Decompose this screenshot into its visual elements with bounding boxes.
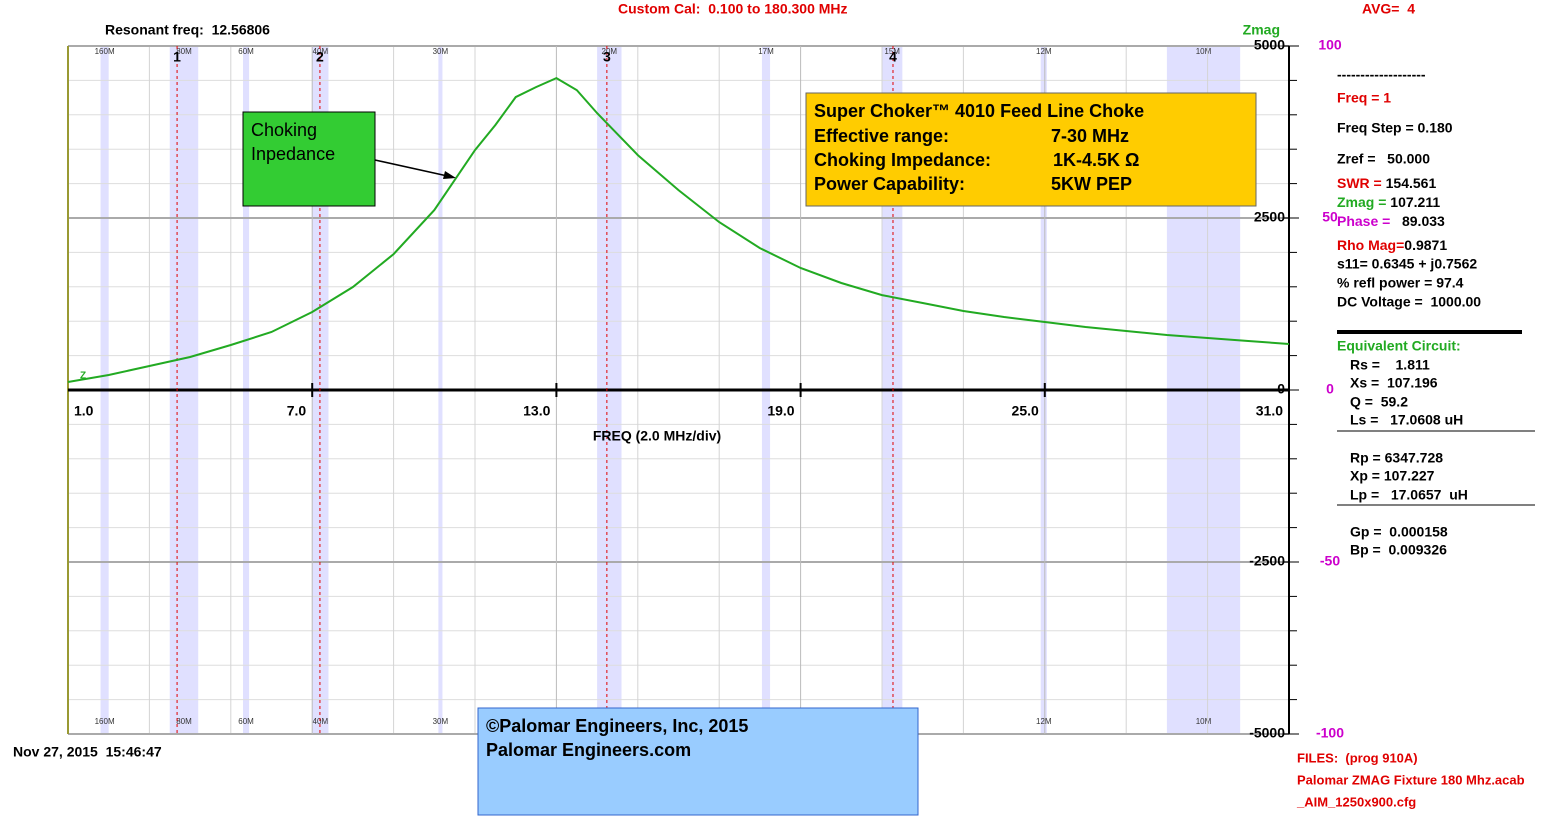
x-axis-label: FREQ (2.0 MHz/div) [593,428,721,444]
readout-line: Xs = 107.196 [1350,375,1438,391]
copyright: ©Palomar Engineers, Inc, 2015 [486,716,748,736]
annotation-arrow [374,159,453,178]
averaging: AVG= 4 [1362,1,1415,17]
readout-label: SWR = [1337,175,1386,191]
info-label: Effective range: [814,126,949,146]
band-label: 15M [884,47,900,56]
readout-line: Zref = 50.000 [1337,151,1430,167]
marker-label: 4 [889,49,897,65]
readout-line: Rp = 6347.728 [1350,450,1443,466]
readout-value: 0.9871 [1404,237,1447,253]
y2-tick-label: -50 [1320,553,1340,569]
readout-value: 89.033 [1394,213,1445,229]
band-label: 12M [1036,47,1052,56]
readout-line: Zmag = 107.211 [1337,194,1440,210]
zmag-line [67,76,1290,383]
info-value: 7-30 MHz [1051,126,1129,146]
annotation-text: Inpedance [251,144,335,164]
info-value: 1K-4.5K Ω [1053,150,1139,170]
band-label: 10M [1196,47,1212,56]
readout-value: 154.561 [1386,175,1437,191]
readout-label: Phase = [1337,213,1394,229]
readout-line: Lp = 17.0657 uH [1350,487,1468,503]
file-line: _AIM_1250x900.cfg [1296,794,1416,809]
readout-line: Xp = 107.227 [1350,468,1435,484]
band-label: 80M [176,717,192,726]
band-label: 12M [1036,717,1052,726]
x-tick-label: 25.0 [1012,403,1039,419]
readout-label: Rho Mag= [1337,237,1404,253]
readout-line: Gp = 0.000158 [1350,524,1448,540]
x-tick-label: 19.0 [767,403,794,419]
readout-line: Q = 59.2 [1350,394,1408,410]
band-label: 160M [95,717,115,726]
readout-line: Ls = 17.0608 uH [1350,412,1463,428]
x-tick-label: 31.0 [1256,403,1283,419]
file-line: FILES: (prog 910A) [1297,750,1418,765]
y2-tick-label: 0 [1326,381,1334,397]
band-label: 10M [1196,717,1212,726]
arrow-head [443,171,456,179]
band-label: 60M [238,717,254,726]
website: Palomar Engineers.com [486,740,691,760]
readout-line: Rho Mag=0.9871 [1337,237,1447,253]
annotation-box [242,111,376,207]
readout-line: Bp = 0.009326 [1350,542,1447,558]
y-tick-label: 2500 [1254,209,1285,225]
y2-tick-label: -100 [1316,725,1344,741]
readout-label: Zmag = [1337,194,1390,210]
readout-line: ------------------- [1337,67,1426,83]
marker-label: 3 [603,49,611,65]
resonant-freq: Resonant freq: 12.56806 [105,22,270,38]
band-label: 40M [313,717,329,726]
calibration: Custom Cal: 0.100 to 180.300 MHz [618,1,848,17]
y-tick-label: 5000 [1254,37,1285,53]
band-label: 17M [758,47,774,56]
readout-line: s11= 0.6345 + j0.7562 [1337,256,1477,272]
readout-line: Rs = 1.811 [1350,357,1430,373]
info-box [805,92,1257,207]
timestamp: Nov 27, 2015 15:46:47 [13,744,162,760]
marker-label: 2 [316,49,324,65]
info-value: 5KW PEP [1051,174,1132,194]
marker-label: 1 [173,49,181,65]
info-title: Super Choker™ 4010 Feed Line Choke [814,101,1144,121]
series-start-label: Z [80,371,86,382]
y-tick-label: -5000 [1249,725,1285,741]
readout-panel: ------------------- Freq = 1 Freq Step = 0… [1337,67,1535,558]
band-label: 30M [433,717,449,726]
x-tick-label: 13.0 [523,403,550,419]
band-label: 80M [176,47,192,56]
series-label: Zmag [1243,22,1280,38]
copyright-box [477,707,919,816]
y2-tick-label: 50 [1322,209,1338,225]
plot: 160M160M80M80M60M60M40M40M30M30M20M20M17… [67,37,1344,741]
band-label: 30M [433,47,449,56]
readout-line: Phase = 89.033 [1337,213,1445,229]
band-label: 60M [238,47,254,56]
info-label: Choking Impedance: [814,150,991,170]
band-label: 40M [313,47,329,56]
band-label: 160M [95,47,115,56]
y2-tick-label: 100 [1318,37,1342,53]
y-tick-label: -2500 [1249,553,1285,569]
x-tick-label: 7.0 [287,403,307,419]
annotation-text: Choking [251,120,317,140]
readout-line: DC Voltage = 1000.00 [1337,294,1481,310]
info-label: Power Capability: [814,174,965,194]
readout-line: Freq = 1 [1337,90,1391,106]
readout-line: Equivalent Circuit: [1337,338,1461,354]
file-line: Palomar ZMAG Fixture 180 Mhz.acab [1297,772,1525,787]
readout-line: Freq Step = 0.180 [1337,120,1453,136]
readout-value: 107.211 [1390,194,1440,210]
readout-line: SWR = 154.561 [1337,175,1436,191]
x-tick-label: 1.0 [74,403,94,419]
readout-line: % refl power = 97.4 [1337,275,1464,291]
band-label: 20M [602,47,618,56]
